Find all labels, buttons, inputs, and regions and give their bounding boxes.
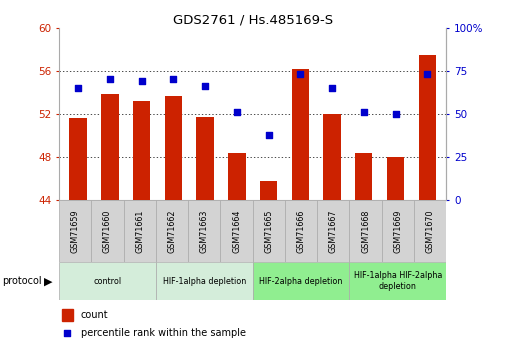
Point <box>137 78 146 84</box>
Text: HIF-1alpha depletion: HIF-1alpha depletion <box>163 277 246 286</box>
Bar <box>387 157 404 200</box>
FancyBboxPatch shape <box>382 200 414 262</box>
FancyBboxPatch shape <box>221 200 252 262</box>
Bar <box>165 96 182 200</box>
Bar <box>291 69 309 200</box>
Point <box>169 77 177 82</box>
Text: GSM71660: GSM71660 <box>103 209 112 253</box>
FancyBboxPatch shape <box>252 262 349 300</box>
Text: GSM71670: GSM71670 <box>426 209 435 253</box>
Bar <box>62 308 72 321</box>
Bar <box>69 118 87 200</box>
FancyBboxPatch shape <box>156 200 188 262</box>
FancyBboxPatch shape <box>156 262 252 300</box>
Text: GSM71662: GSM71662 <box>167 209 176 253</box>
Text: percentile rank within the sample: percentile rank within the sample <box>81 328 246 338</box>
Point <box>63 331 71 336</box>
Text: GSM71659: GSM71659 <box>71 209 80 253</box>
Text: control: control <box>93 277 122 286</box>
FancyBboxPatch shape <box>317 200 349 262</box>
FancyBboxPatch shape <box>59 200 91 262</box>
Point <box>74 85 82 91</box>
FancyBboxPatch shape <box>349 262 446 300</box>
Bar <box>419 55 436 200</box>
Bar <box>355 152 372 200</box>
Bar <box>260 181 277 200</box>
Text: count: count <box>81 309 108 319</box>
FancyBboxPatch shape <box>414 200 446 262</box>
Bar <box>196 117 214 200</box>
Point <box>296 71 304 77</box>
FancyBboxPatch shape <box>59 262 156 300</box>
Point <box>423 71 431 77</box>
FancyBboxPatch shape <box>124 200 156 262</box>
Text: protocol: protocol <box>3 276 42 286</box>
FancyBboxPatch shape <box>349 200 382 262</box>
Point <box>233 109 241 115</box>
Text: HIF-2alpha depletion: HIF-2alpha depletion <box>260 277 343 286</box>
Text: GSM71666: GSM71666 <box>297 209 306 253</box>
FancyBboxPatch shape <box>285 200 317 262</box>
FancyBboxPatch shape <box>91 200 124 262</box>
Point <box>391 111 400 117</box>
Text: HIF-1alpha HIF-2alpha
depletion: HIF-1alpha HIF-2alpha depletion <box>353 272 442 291</box>
Text: GSM71665: GSM71665 <box>264 209 273 253</box>
Point <box>264 132 272 137</box>
Title: GDS2761 / Hs.485169-S: GDS2761 / Hs.485169-S <box>172 13 333 27</box>
Point <box>328 85 336 91</box>
Point <box>201 83 209 89</box>
FancyBboxPatch shape <box>188 200 221 262</box>
FancyBboxPatch shape <box>252 200 285 262</box>
Text: GSM71661: GSM71661 <box>135 209 144 253</box>
Text: GSM71668: GSM71668 <box>361 209 370 253</box>
Text: GSM71667: GSM71667 <box>329 209 338 253</box>
Text: GSM71669: GSM71669 <box>393 209 402 253</box>
Text: GSM71663: GSM71663 <box>200 209 209 253</box>
Bar <box>101 95 119 200</box>
Bar <box>228 152 246 200</box>
Point <box>106 77 114 82</box>
Bar <box>323 114 341 200</box>
Point <box>360 109 368 115</box>
Text: ▶: ▶ <box>44 276 52 286</box>
Bar <box>133 101 150 200</box>
Text: GSM71664: GSM71664 <box>232 209 241 253</box>
